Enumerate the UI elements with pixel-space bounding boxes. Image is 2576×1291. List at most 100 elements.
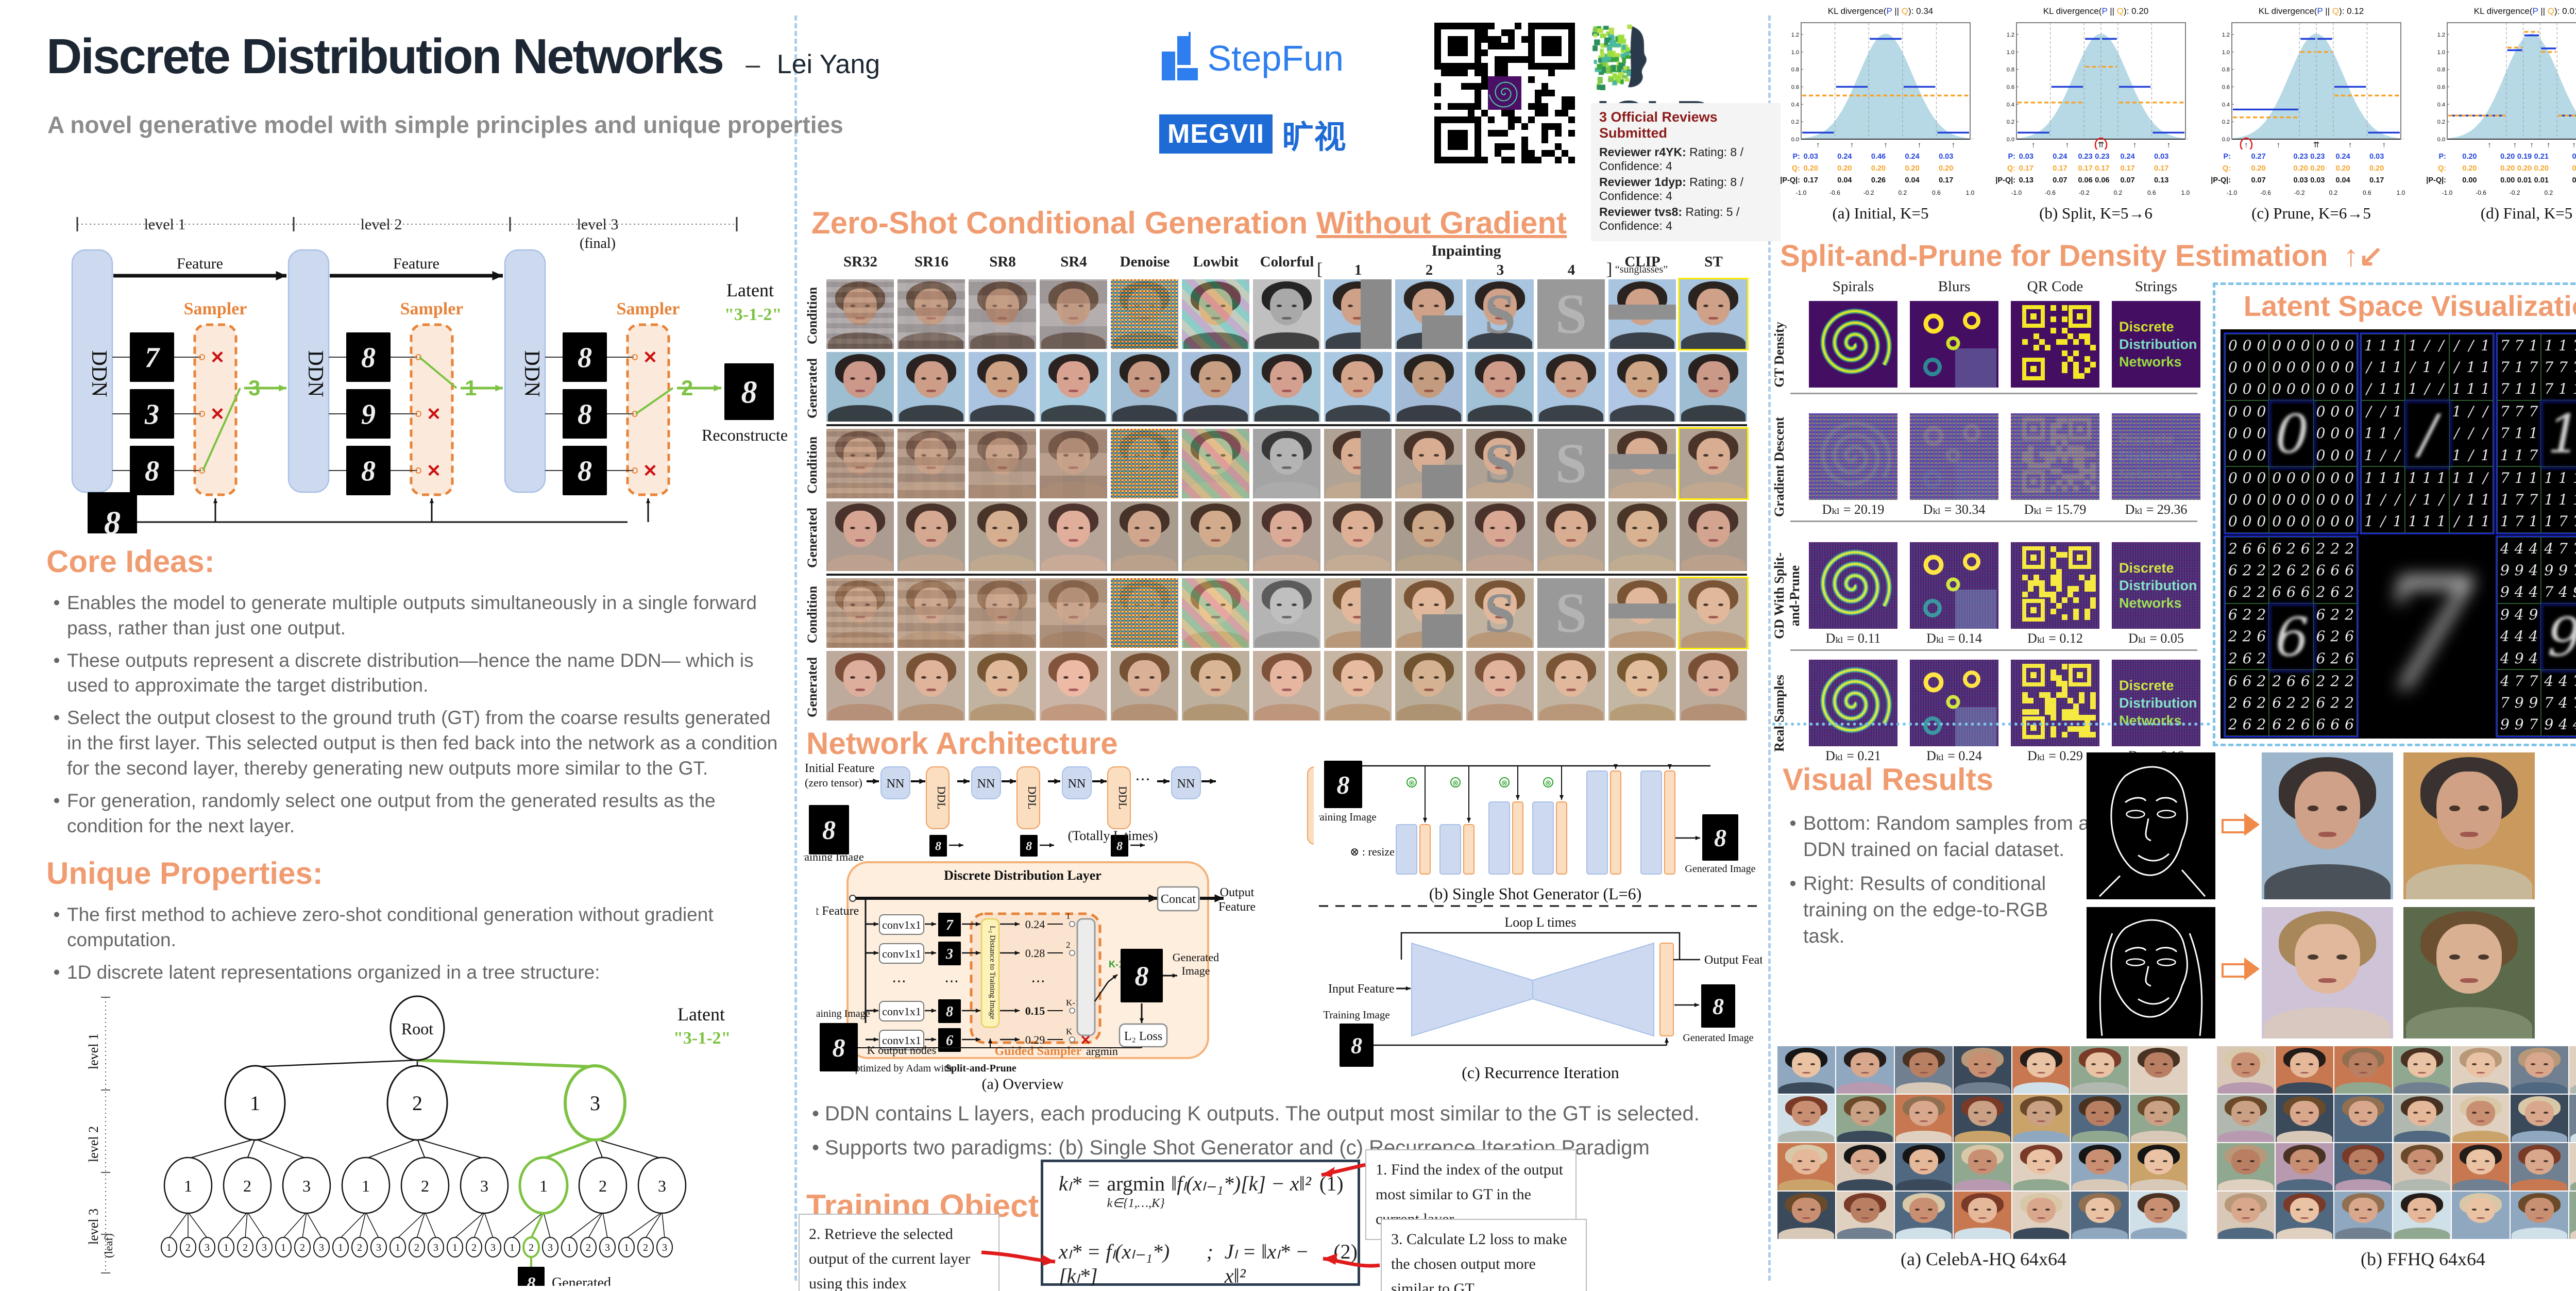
- svg-text:L₂ Loss: L₂ Loss: [1124, 1030, 1162, 1043]
- shoulders: [1467, 481, 1533, 498]
- svg-text:0.28: 0.28: [1025, 947, 1045, 960]
- visage: [2086, 1149, 2114, 1175]
- shoulders: [1955, 1227, 2010, 1239]
- latent-tree-diagram: level 1 level 2 level 3 (leaf) Root 1 2 3 1 2 3 1 2 3…: [57, 992, 793, 1291]
- eye-right: [2478, 805, 2489, 811]
- latent-tiny-digit: 2: [2316, 583, 2326, 601]
- eye-right: [1078, 603, 1084, 606]
- kl-value: 0.07: [2120, 176, 2135, 185]
- bracket-left: [: [1317, 260, 1323, 279]
- face-photo: [1954, 1046, 2011, 1094]
- mouth: [1802, 1120, 1810, 1122]
- latent-tiny-digit: 2: [2330, 628, 2340, 645]
- svg-text:8: 8: [1351, 1033, 1362, 1058]
- svg-text:Training Image: Training Image: [1323, 1009, 1389, 1021]
- visage: [1269, 510, 1304, 548]
- pair-separator: [826, 574, 1747, 576]
- zs-cell-r4-c2: [969, 578, 1036, 648]
- visage: [1625, 660, 1659, 697]
- generated-face-photo: [2403, 752, 2535, 899]
- zs-cell-r3-c11: [1608, 501, 1676, 571]
- latent-subgrid: 117777711: [2541, 334, 2576, 400]
- svg-text:1: 1: [539, 1177, 548, 1195]
- face-photo: [1466, 578, 1534, 648]
- latent-tiny-digit: 1: [2573, 470, 2576, 487]
- visage: [1792, 1149, 1821, 1175]
- latent-tiny-digit: /: [2395, 425, 2400, 442]
- eye-right: [1149, 526, 1155, 529]
- latent-tiny-digit: 7: [2573, 562, 2576, 579]
- shoulders: [2264, 1007, 2391, 1038]
- face-photo: [1836, 1095, 1894, 1142]
- latent-tiny-digit: 0: [2330, 446, 2340, 464]
- svg-text:8: 8: [935, 840, 941, 853]
- svg-text:3: 3: [433, 1242, 438, 1253]
- latent-tiny-digit: 2: [2242, 583, 2252, 601]
- latent-tiny-digit: 1: [2529, 469, 2538, 487]
- kl-divergence-plots: KL divergence(P || Q): 0.34 0.0 0.2 0.4 0.6 0…: [1776, 6, 2576, 233]
- face-photo: [1954, 1192, 2011, 1239]
- eye-right: [1220, 526, 1226, 529]
- kl-value: 0.06: [2095, 176, 2110, 185]
- shoulders: [2570, 1130, 2576, 1142]
- visage: [2525, 1100, 2554, 1126]
- kl-value: 0.17: [2369, 176, 2384, 185]
- row-label-2: Condition: [805, 429, 822, 501]
- sample-face: [2452, 1143, 2510, 1191]
- eye-left: [1703, 304, 1709, 307]
- face-photo: [1537, 501, 1605, 571]
- face-photo: [2276, 1046, 2333, 1094]
- face-photo: [1680, 651, 1747, 720]
- mouth: [1920, 1168, 1928, 1170]
- review-line-1: Reviewer 1dyp: Rating: 8 / Confidence: 4: [1599, 175, 1772, 203]
- latent-tiny-digit: 1: [2514, 380, 2524, 398]
- stepfun-logo: StepFun: [1162, 32, 1344, 80]
- mouth: [926, 539, 936, 542]
- face-photo: [1466, 501, 1534, 571]
- latent-tiny-digit: 7: [2544, 583, 2554, 601]
- latent-tiny-digit: 0: [2272, 469, 2282, 487]
- svg-text:7: 7: [145, 342, 160, 374]
- latent-tiny-digit: 1: [2500, 491, 2510, 509]
- zs-cell-r1-c2: [969, 352, 1036, 422]
- kl-row-label: P:: [2223, 153, 2231, 161]
- svg-text:Output: Output: [1220, 886, 1255, 899]
- shoulders: [2453, 1227, 2509, 1239]
- visage: [1851, 1197, 1879, 1223]
- shoulders: [2131, 1082, 2187, 1094]
- visage: [1909, 1100, 1938, 1126]
- shoulders: [1467, 631, 1533, 648]
- mouth: [1708, 688, 1718, 691]
- svg-text:8: 8: [1116, 840, 1123, 853]
- svg-text:"3-1-2": "3-1-2": [673, 1029, 731, 1048]
- dotted-separator: [1772, 723, 2210, 726]
- svg-text:level 3: level 3: [86, 1209, 101, 1245]
- latent-tiny-digit: 1: [2514, 469, 2524, 487]
- shoulders: [1396, 405, 1462, 422]
- eye-right: [1291, 603, 1297, 606]
- svg-text:2: 2: [243, 1177, 251, 1195]
- eye-right: [1433, 377, 1439, 380]
- latent-tiny-digit: 7: [2500, 425, 2510, 442]
- svg-text:Generated: Generated: [552, 1275, 611, 1286]
- face-photo: [1777, 1143, 1835, 1191]
- eye-left: [2531, 1112, 2536, 1114]
- sample-face: [1954, 1095, 2011, 1142]
- eye-left: [2472, 1063, 2477, 1065]
- face-photo: [897, 352, 965, 422]
- latent-tiny-digit: 7: [2514, 513, 2524, 530]
- author: Lei Yang: [776, 49, 880, 79]
- svg-text:9: 9: [361, 399, 376, 431]
- strings-line: Networks: [2119, 595, 2182, 611]
- mouth: [1282, 539, 1292, 542]
- kl-xtick: -0.6: [2260, 189, 2271, 196]
- kl-value: 0.03: [2293, 176, 2308, 185]
- sample-face: [2130, 1095, 2188, 1142]
- kl-plot-area: 0.0 0.2 0.4 0.6 0.8 1.0 1.2 ↑ ↑ ↑ ↑ ↑: [2430, 20, 2576, 152]
- svg-text:K output nodes: K output nodes: [867, 1044, 936, 1057]
- eye-right: [2543, 1160, 2548, 1162]
- face-photo: [2217, 1192, 2275, 1239]
- svg-text:1: 1: [224, 1242, 229, 1253]
- eye-left: [1347, 454, 1353, 457]
